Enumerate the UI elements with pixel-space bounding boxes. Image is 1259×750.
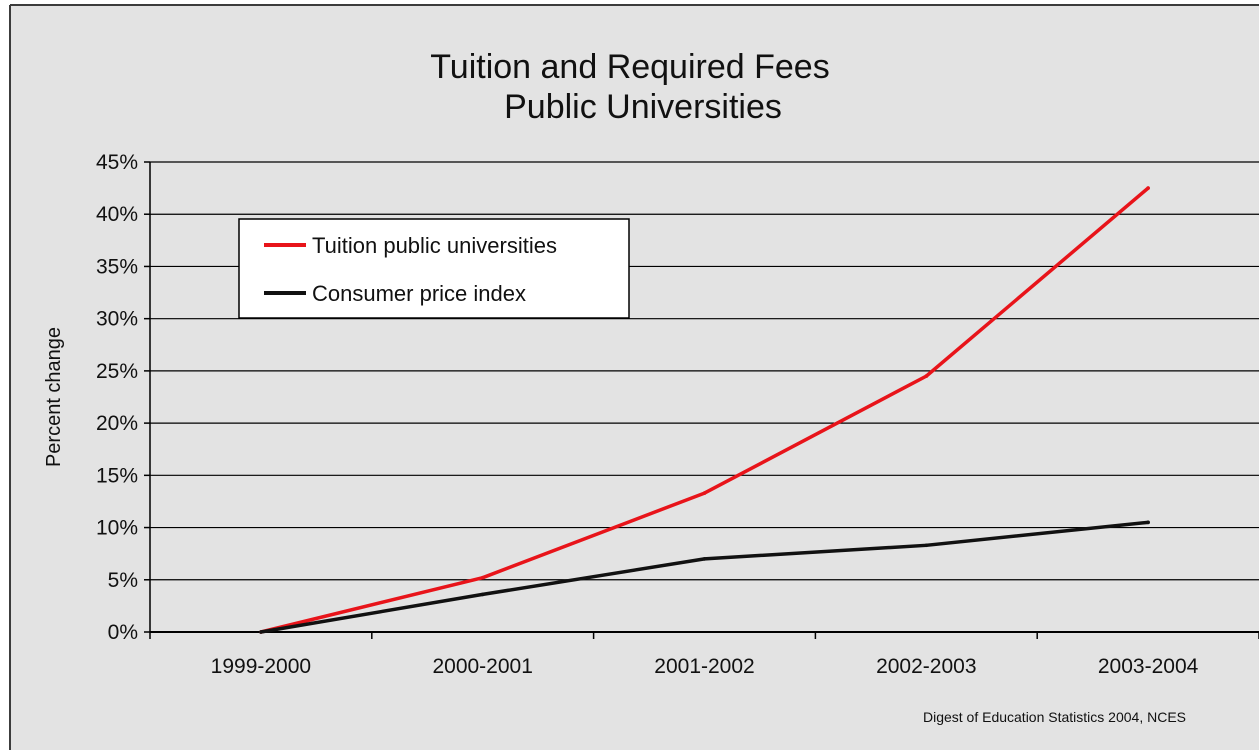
y-tick-label: 30% bbox=[96, 308, 138, 331]
x-axis-ticks: 1999-2000 2000-2001 2001-2002 2002-2003 2003… bbox=[149, 632, 1259, 678]
data-point-consumer-price-index bbox=[259, 630, 263, 634]
chart-title-line-2: Public Universities bbox=[504, 88, 782, 126]
data-point-tuition-public-universities bbox=[1146, 186, 1150, 190]
y-tick-label: 45% bbox=[96, 151, 138, 174]
y-tick-label: 0% bbox=[108, 621, 138, 644]
y-tick-label: 15% bbox=[96, 464, 138, 487]
data-point-consumer-price-index bbox=[1146, 520, 1150, 525]
x-tick-label: 1999-2000 bbox=[211, 655, 311, 678]
data-point-tuition-public-universities bbox=[924, 374, 929, 378]
y-tick-label: 35% bbox=[96, 255, 138, 278]
legend: Tuition public universities Consumer pri… bbox=[238, 218, 630, 319]
x-tick-label: 2001-2002 bbox=[654, 655, 754, 678]
legend-label-cpi: Consumer price index bbox=[312, 281, 526, 306]
data-point-consumer-price-index bbox=[480, 592, 485, 597]
x-tick-label: 2000-2001 bbox=[432, 655, 532, 678]
y-tick-label: 25% bbox=[96, 360, 138, 383]
legend-box bbox=[238, 218, 630, 319]
x-tick-label: 2003-2004 bbox=[1098, 655, 1199, 678]
y-tick-label: 20% bbox=[96, 412, 138, 435]
chart-panel bbox=[11, 6, 1259, 750]
y-tick-label: 5% bbox=[108, 569, 138, 592]
y-axis-label: Percent change bbox=[43, 327, 65, 467]
data-point-consumer-price-index bbox=[702, 557, 707, 561]
chart-title-line-1: Tuition and Required Fees bbox=[430, 48, 829, 86]
data-point-tuition-public-universities bbox=[480, 575, 485, 580]
legend-label-tuition: Tuition public universities bbox=[312, 233, 557, 258]
y-tick-label: 10% bbox=[96, 517, 138, 540]
y-axis-ticks: 0% 5% 10% 15% 20% 25% 30% 35% 40% 45% bbox=[96, 151, 150, 644]
data-point-tuition-public-universities bbox=[702, 491, 707, 495]
source-note: Digest of Education Statistics 2004, NCE… bbox=[923, 709, 1186, 725]
series-lines bbox=[259, 186, 1150, 634]
y-tick-label: 40% bbox=[96, 203, 138, 226]
data-point-consumer-price-index bbox=[924, 543, 929, 548]
x-tick-label: 2002-2003 bbox=[876, 655, 976, 678]
